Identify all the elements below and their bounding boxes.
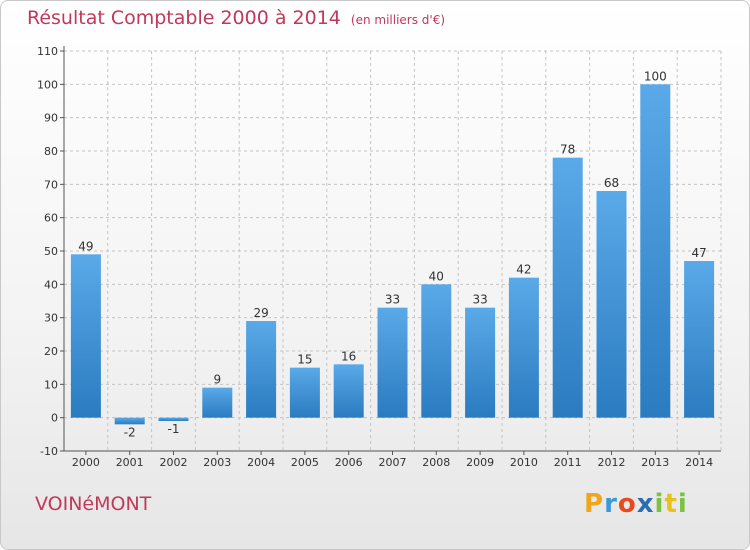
bar (596, 191, 627, 418)
bar (202, 387, 233, 418)
bar-value-label: -1 (168, 422, 180, 436)
x-tick-label: 2010 (510, 456, 538, 469)
x-tick-label: 2001 (116, 456, 144, 469)
y-tick-label: 10 (44, 378, 58, 391)
bar (289, 367, 320, 418)
bar (246, 321, 277, 418)
bar (333, 364, 364, 418)
bar-value-label: 33 (472, 293, 487, 307)
bar (158, 417, 189, 421)
tick-labels: -10 0 10 20 30 40 50 60 70 80 90 100 110 2000 2001 2002… (37, 45, 713, 469)
logo-letter: t (664, 489, 678, 519)
x-tick-label: 2003 (203, 456, 231, 469)
x-tick-label: 2013 (641, 456, 669, 469)
bar-value-label: 78 (560, 143, 575, 157)
bar-value-label: 68 (604, 176, 619, 190)
x-tick-label: 2005 (291, 456, 319, 469)
title-text: Résultat Comptable 2000 à 2014 (27, 7, 341, 29)
bar-value-label: 100 (644, 69, 667, 83)
x-tick-label: 2011 (554, 456, 582, 469)
bar-value-label: 15 (297, 353, 312, 367)
x-tick-label: 2000 (72, 456, 100, 469)
bars (70, 84, 715, 425)
logo-letter: P (584, 489, 605, 519)
x-tick-label: 2006 (335, 456, 363, 469)
location-name: VOINéMONT (35, 493, 152, 515)
bar (421, 284, 452, 418)
bar (70, 254, 101, 418)
bar-value-label: 49 (78, 239, 93, 253)
x-tick-label: 2004 (247, 456, 275, 469)
x-tick-label: 2007 (379, 456, 407, 469)
y-tick-label: -10 (40, 445, 58, 458)
x-tick-label: 2002 (160, 456, 188, 469)
bar-value-label: 16 (341, 349, 356, 363)
y-tick-label: 70 (44, 178, 58, 191)
logo-letter: o (617, 489, 637, 519)
y-tick-label: 0 (51, 412, 58, 425)
chart-subtitle: (en milliers d'€) (350, 13, 446, 27)
bar-value-label: 9 (213, 373, 221, 387)
x-tick-label: 2009 (466, 456, 494, 469)
y-tick-label: 40 (44, 278, 58, 291)
bar (377, 307, 408, 418)
logo-letter: r (604, 489, 618, 519)
logo-letter: i (677, 489, 688, 519)
x-tick-label: 2012 (598, 456, 626, 469)
y-tick-label: 80 (44, 145, 58, 158)
bar-value-label: 40 (429, 269, 444, 283)
axes (60, 46, 721, 455)
bar (552, 157, 583, 418)
y-tick-label: 60 (44, 212, 58, 225)
bar-value-label: 42 (516, 263, 531, 277)
bar (465, 307, 496, 418)
logo-letter: i (654, 489, 665, 519)
bar (684, 261, 715, 418)
bar-value-label: 29 (253, 306, 268, 320)
y-tick-label: 20 (44, 345, 58, 358)
y-tick-label: 30 (44, 312, 58, 325)
y-tick-label: 110 (37, 45, 58, 58)
x-tick-label: 2008 (422, 456, 450, 469)
bar (640, 84, 671, 418)
y-tick-label: 90 (44, 112, 58, 125)
bar-value-label: -2 (124, 425, 136, 439)
proxiti-logo: Proxiti (584, 489, 688, 519)
bar (114, 417, 145, 425)
x-tick-label: 2014 (685, 456, 713, 469)
bar (508, 277, 539, 418)
y-tick-label: 50 (44, 245, 58, 258)
y-tick-label: 100 (37, 78, 58, 91)
logo-letter: x (636, 489, 655, 519)
data-labels: 49 -2 -1 9 29 15 16 33 40 33 42 78 68 100 47 (78, 69, 706, 439)
chart-title: Résultat Comptable 2000 à 2014 (en millie… (27, 7, 445, 29)
bar-value-label: 47 (691, 246, 706, 260)
bar-value-label: 33 (385, 293, 400, 307)
